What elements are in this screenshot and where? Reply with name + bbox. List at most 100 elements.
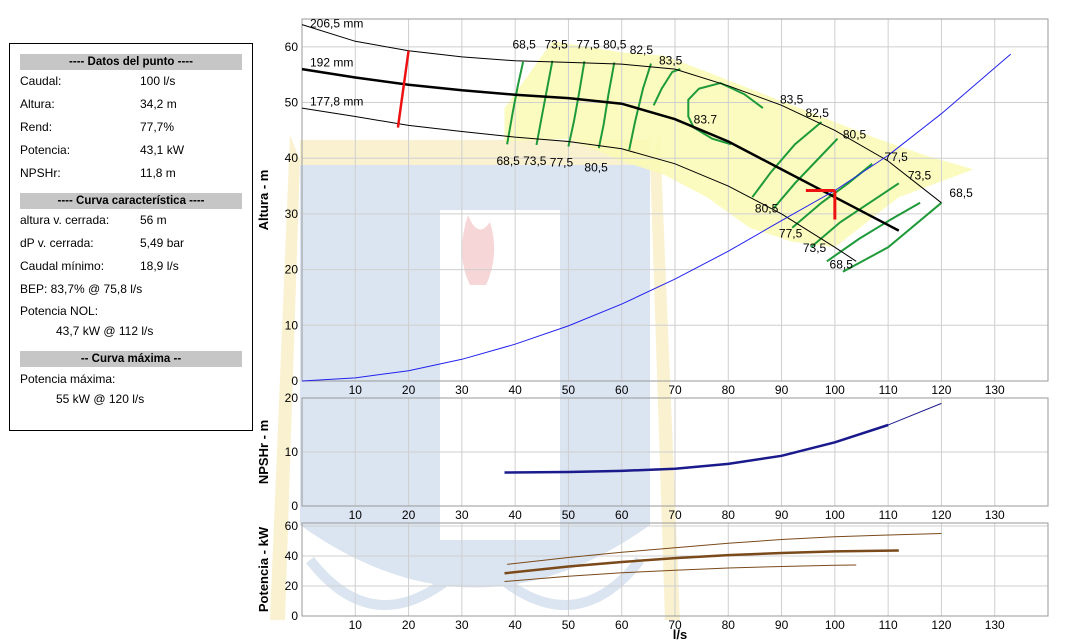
punto-row-value: 34,2 m: [140, 97, 177, 111]
watermark-laurel-right: [476, 556, 644, 610]
efficiency-label: 68,5: [512, 38, 536, 52]
nol-value: 43,7 kW @ 112 l/s: [56, 324, 154, 338]
efficiency-label: 73,5: [908, 168, 932, 182]
npsh-y-axis-label: NPSHr - m: [256, 420, 271, 484]
head-plot-frame: [301, 18, 1049, 382]
npsh-x-tick-label: 60: [615, 508, 629, 522]
efficiency-line: [535, 60, 554, 146]
power-y-tick-label: 60: [285, 519, 299, 533]
head-y-tick-label: 50: [285, 96, 299, 110]
curva-row-value: 5,49 bar: [140, 236, 185, 250]
punto-row: Altura: 34,2 m: [10, 93, 252, 116]
punto-row-label: Altura:: [20, 97, 55, 111]
efficiency-line: [652, 68, 681, 106]
efficiency-label: 80,5: [603, 38, 627, 52]
power-y-tick-label: 0: [291, 609, 298, 623]
punto-header: ---- Datos del punto ----: [20, 54, 242, 70]
efficiency-label: 83,5: [780, 93, 804, 107]
power-y-axis-label: Potencia - kW: [256, 526, 271, 612]
efficiency-line: [751, 121, 823, 198]
head-y-tick-label: 40: [285, 151, 299, 165]
npsh-x-tick-label: 130: [985, 508, 1005, 522]
npsh-x-tick-label: 80: [722, 508, 736, 522]
efficiency-line: [687, 81, 764, 146]
efficiency-label: 82,5: [806, 106, 830, 120]
curva-row-value: 56 m: [140, 213, 167, 227]
power-x-tick-label: 120: [931, 618, 951, 632]
power-x-tick-label: 80: [722, 618, 736, 632]
watermark-laurel-left: [306, 556, 474, 610]
x-axis-label: l/s: [673, 627, 687, 642]
watermark-bar-right: [650, 135, 680, 620]
efficiency-label: 83.7: [694, 113, 718, 127]
diameter-label: 192 mm: [310, 55, 353, 69]
efficiency-label: 68,5: [830, 258, 854, 272]
power-x-tick-label: 50: [562, 618, 576, 632]
power-x-tick-label: 100: [825, 618, 845, 632]
head-series-line: [301, 53, 1012, 382]
watermark-torch: [440, 210, 560, 540]
npsh-x-tick-label: 10: [349, 508, 363, 522]
npsh-x-tick-label: 40: [508, 508, 522, 522]
diameter-label: 177,8 mm: [310, 94, 363, 108]
punto-rows: Caudal: 100 l/s Altura: 34,2 m Rend: 77,7% …: [10, 70, 252, 185]
curva-row-label: altura v. cerrada:: [20, 213, 110, 227]
efficiency-label: 77,5: [576, 38, 600, 52]
nol-label: Potencia NOL:: [20, 304, 99, 318]
punto-row-value: 43,1 kW: [140, 143, 185, 157]
npsh-x-tick-label: 30: [455, 508, 469, 522]
curva-row: Caudal mínimo: 18,9 l/s: [10, 255, 252, 278]
efficiency-label: 77,5: [884, 150, 908, 164]
head-x-tick-label: 100: [825, 383, 845, 397]
head-y-tick-label: 30: [285, 207, 299, 221]
head-y-tick-label: 10: [285, 318, 299, 332]
power-y-tick-label: 40: [285, 549, 299, 563]
head-series-line: [301, 24, 942, 204]
npsh-x-tick-label: 70: [668, 508, 682, 522]
head-x-tick-label: 50: [562, 383, 576, 397]
efficiency-line: [506, 61, 525, 145]
punto-row-value: 77,7%: [140, 120, 175, 134]
npsh-x-tick-label: 100: [825, 508, 845, 522]
efficiency-line: [842, 202, 943, 273]
efficiency-label: 83,5: [659, 54, 683, 68]
punto-row: NPSHr: 11,8 m: [10, 162, 252, 185]
bep-text: BEP: 83,7% @ 75,8 l/s: [20, 282, 143, 296]
efficiency-label: 80,5: [843, 128, 867, 142]
npsh-plot-frame: [301, 397, 1049, 507]
power-x-tick-label: 90: [775, 618, 789, 632]
info-panel: ---- Datos del punto ---- Caudal: 100 l/s…: [9, 43, 253, 431]
head-x-tick-label: 40: [508, 383, 522, 397]
punto-row: Rend: 77,7%: [10, 116, 252, 139]
power-x-tick-label: 60: [615, 618, 629, 632]
efficiency-line: [597, 62, 616, 149]
head-x-tick-label: 90: [775, 383, 789, 397]
head-x-tick-label: 30: [455, 383, 469, 397]
npsh-x-tick-label: 110: [879, 508, 898, 522]
maxima-label: Potencia máxima:: [20, 372, 116, 386]
npsh-x-tick-label: 90: [775, 508, 789, 522]
punto-row-value: 100 l/s: [140, 74, 176, 88]
punto-row-label: NPSHr:: [20, 166, 61, 180]
head-y-tick-label: 20: [285, 263, 299, 277]
power-x-tick-label: 20: [402, 618, 416, 632]
watermark-flame: [461, 215, 495, 285]
npsh-series-line: [504, 423, 889, 474]
curva-row: altura v. cerrada: 56 m: [10, 209, 252, 232]
npsh-series-line: [834, 402, 942, 443]
head-x-tick-label: 70: [668, 383, 682, 397]
head-x-tick-label: 10: [349, 383, 363, 397]
npsh-y-tick-label: 10: [285, 445, 299, 459]
npsh-y-tick-label: 20: [285, 391, 299, 405]
efficiency-line: [772, 138, 839, 210]
npsh-x-tick-label: 120: [931, 508, 951, 522]
punto-row-label: Rend:: [20, 120, 53, 134]
efficiency-label: 73,5: [544, 38, 568, 52]
curva-header: ---- Curva característica ----: [20, 193, 242, 209]
efficiency-label: 80,5: [584, 161, 608, 175]
head-x-tick-label: 80: [722, 383, 736, 397]
head-x-tick-label: 60: [615, 383, 629, 397]
power-series-line: [507, 533, 942, 565]
efficiency-label: 73,5: [803, 241, 827, 255]
